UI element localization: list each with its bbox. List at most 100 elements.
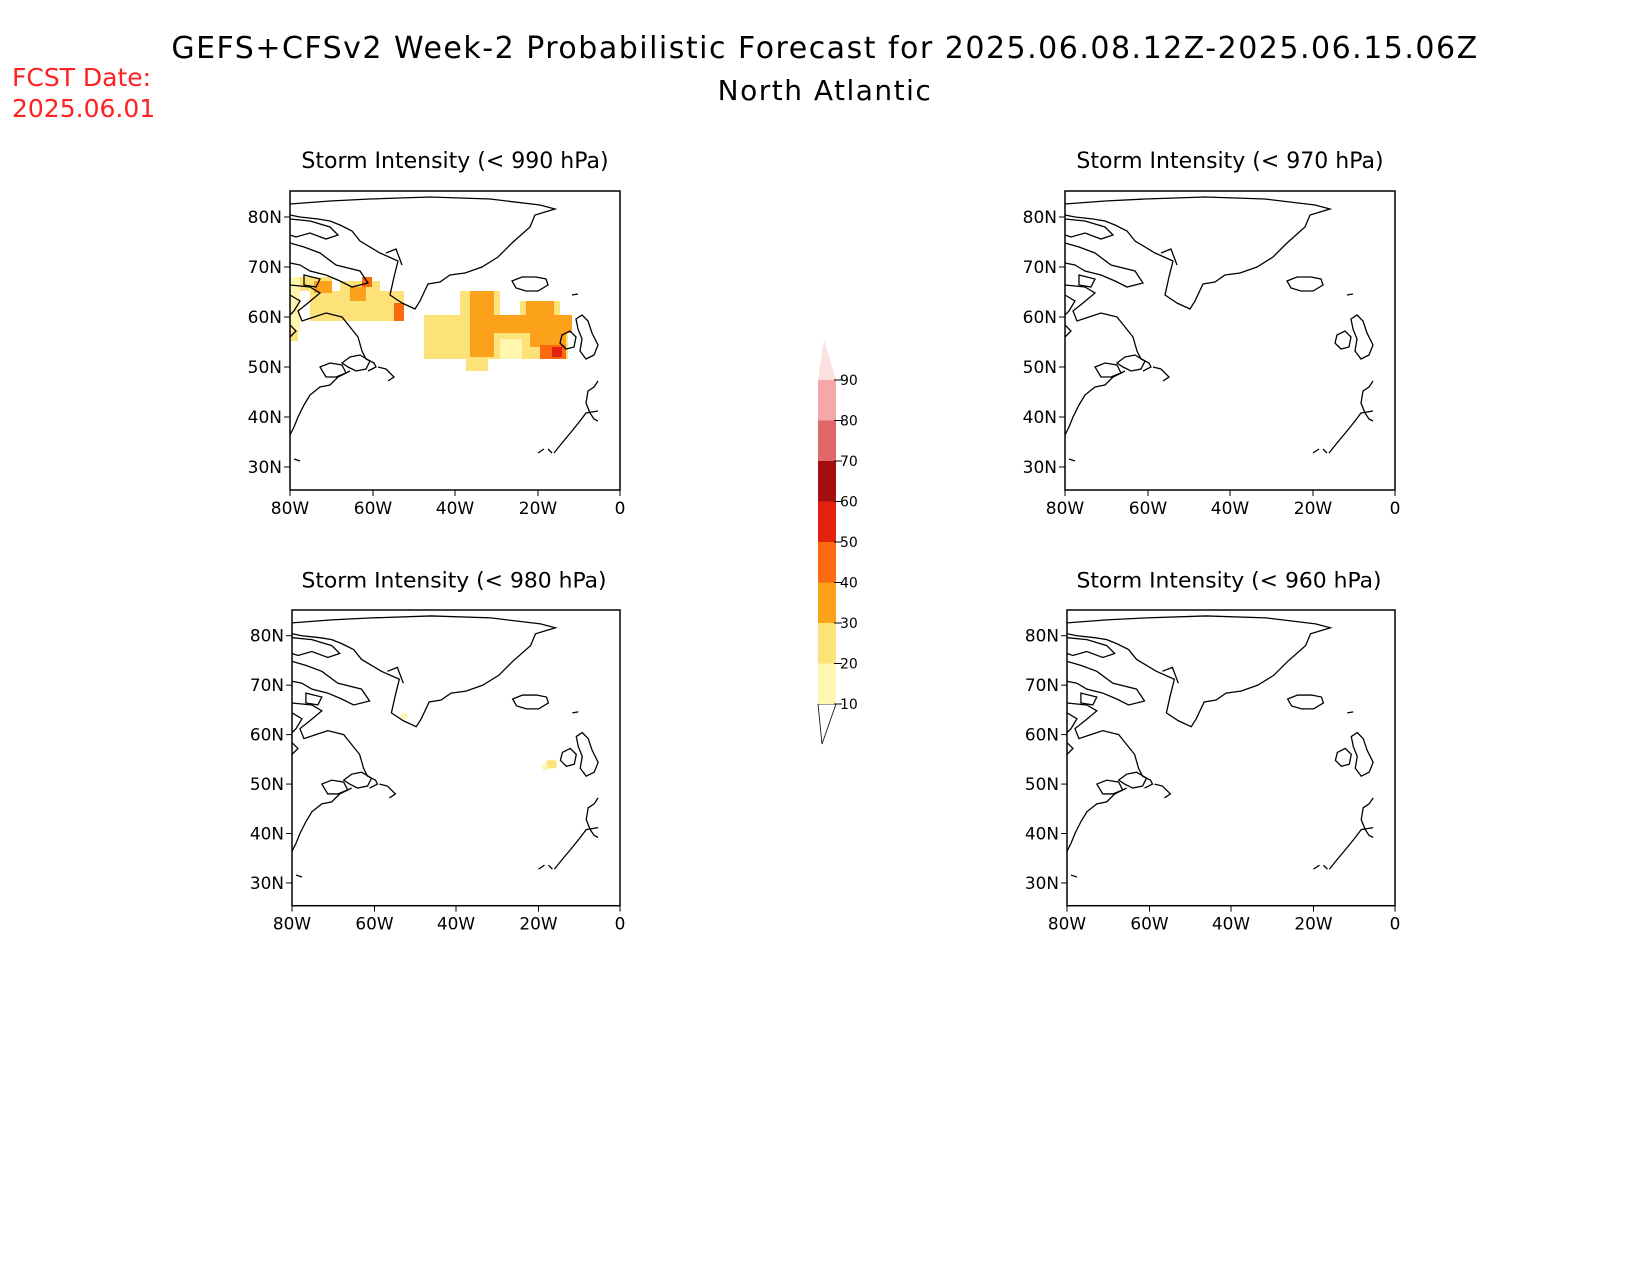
colorbar-cell [818, 420, 836, 461]
shade-50pct [552, 347, 562, 357]
lat-tick-label: 40N [1025, 823, 1059, 843]
lat-tick-label: 80N [1025, 626, 1059, 646]
lat-tick-label: 50N [250, 774, 284, 794]
lat-tick-label: 30N [248, 458, 282, 478]
lon-tick-label: 80W [271, 499, 310, 519]
panel-title: Storm Intensity (< 970 hPa) [1076, 149, 1383, 174]
colorbar-label: 70 [840, 454, 858, 470]
lon-tick-label: 40W [1212, 913, 1251, 933]
lat-tick-label: 60N [250, 725, 284, 745]
lat-tick-label: 30N [250, 873, 284, 893]
lat-tick-label: 70N [1025, 675, 1059, 695]
lon-tick-label: 20W [519, 499, 558, 519]
colorbar-label: 90 [840, 373, 858, 389]
lat-tick-label: 40N [1023, 408, 1057, 428]
lon-tick-label: 20W [1294, 913, 1333, 933]
lat-tick-label: 40N [248, 408, 282, 428]
lon-tick-label: 40W [1211, 499, 1250, 519]
figure-subtitle: North Atlantic [718, 74, 933, 107]
shade-30pct [530, 331, 566, 347]
probability-shading [401, 712, 557, 771]
panel-title: Storm Intensity (< 960 hPa) [1076, 568, 1381, 593]
fcst-date-value: 2025.06.01 [12, 94, 155, 123]
colorbar-upper-tail [818, 339, 836, 380]
lat-ticks: 80N 70N 60N 50N 40N 30N [250, 626, 292, 893]
colorbar-cell [818, 461, 836, 502]
map-frame [291, 609, 621, 907]
colorbar-label: 30 [840, 616, 858, 632]
colorbar-cell [818, 542, 836, 583]
figure-title: GEFS+CFSv2 Week-2 Probabilistic Forecast… [171, 31, 1478, 66]
lat-tick-label: 80N [250, 626, 284, 646]
shade-10pct [290, 277, 300, 333]
lat-tick-label: 80N [1023, 208, 1057, 228]
lat-tick-label: 70N [248, 258, 282, 278]
lon-tick-label: 60W [355, 913, 394, 933]
lon-tick-label: 80W [1046, 499, 1085, 519]
lon-tick-label: 60W [354, 499, 393, 519]
lat-tick-label: 70N [250, 675, 284, 695]
shade-20pct [466, 357, 488, 371]
colorbar-label: 10 [840, 697, 858, 713]
shade-10pct [401, 712, 408, 719]
lon-tick-label: 0 [615, 913, 626, 933]
colorbar-cell [818, 623, 836, 664]
lat-tick-label: 60N [1025, 725, 1059, 745]
colorbar-label: 20 [840, 657, 858, 673]
colorbar-label: 80 [840, 414, 858, 430]
lon-tick-label: 40W [436, 499, 475, 519]
fcst-date-label: FCST Date: [12, 63, 151, 92]
lat-tick-label: 50N [248, 358, 282, 378]
colorbar: 10 20 30 40 50 60 70 80 90 [817, 339, 858, 745]
lon-ticks: 80W 60W 40W 20W 0 [1048, 905, 1401, 933]
shade-40pct [394, 303, 404, 321]
lat-tick-label: 50N [1023, 358, 1057, 378]
panel-title: Storm Intensity (< 980 hPa) [301, 568, 606, 593]
probability-shading [290, 277, 572, 371]
colorbar-labels: 10 20 30 40 50 60 70 80 90 [834, 373, 858, 713]
colorbar-label: 60 [840, 495, 858, 511]
lon-ticks: 80W 60W 40W 20W 0 [271, 490, 626, 519]
lon-tick-label: 0 [1390, 499, 1401, 519]
map-frame [1066, 609, 1396, 907]
lat-tick-label: 60N [1023, 308, 1057, 328]
shade-30pct [350, 287, 366, 301]
lat-tick-label: 30N [1023, 458, 1057, 478]
shade-10pct [542, 764, 549, 771]
lat-tick-label: 80N [248, 208, 282, 228]
lat-tick-label: 70N [1023, 258, 1057, 278]
panel-960hpa: Storm Intensity (< 960 hPa) 80N 70N 60N … [1025, 568, 1400, 933]
colorbar-cells [817, 339, 837, 745]
lon-tick-label: 60W [1130, 913, 1169, 933]
shade-30pct [314, 281, 332, 293]
colorbar-lower-tail [817, 703, 837, 745]
shade-30pct [526, 301, 554, 319]
lon-tick-label: 80W [1048, 913, 1087, 933]
lon-tick-label: 40W [437, 913, 476, 933]
lat-tick-label: 50N [1025, 774, 1059, 794]
colorbar-label: 40 [840, 576, 858, 592]
lon-ticks: 80W 60W 40W 20W 0 [1046, 490, 1401, 519]
lon-ticks: 80W 60W 40W 20W 0 [273, 905, 626, 933]
map-frame [1064, 190, 1396, 491]
shade-30pct [470, 291, 494, 357]
lat-ticks: 80N 70N 60N 50N 40N 30N [1023, 208, 1065, 478]
lon-tick-label: 20W [519, 913, 558, 933]
panel-970hpa: Storm Intensity (< 970 hPa) 80N 70N 60N … [1023, 149, 1401, 519]
lon-tick-label: 20W [1294, 499, 1333, 519]
colorbar-cell [818, 380, 836, 421]
lon-tick-label: 0 [615, 499, 626, 519]
colorbar-cell [818, 663, 836, 704]
lat-tick-label: 30N [1025, 873, 1059, 893]
lat-tick-label: 60N [248, 308, 282, 328]
panel-990hpa: Storm Intensity (< 990 hPa) 8 [248, 149, 626, 519]
lon-tick-label: 60W [1129, 499, 1168, 519]
lon-tick-label: 80W [273, 913, 312, 933]
shade-30pct [494, 315, 572, 333]
colorbar-cell [818, 582, 836, 623]
colorbar-cell [818, 501, 836, 542]
shade-10pct [290, 331, 298, 341]
lat-ticks: 80N 70N 60N 50N 40N 30N [1025, 626, 1067, 893]
lon-tick-label: 0 [1390, 913, 1401, 933]
panel-980hpa: Storm Intensity (< 980 hPa) 80N 70N 60N … [250, 568, 625, 933]
